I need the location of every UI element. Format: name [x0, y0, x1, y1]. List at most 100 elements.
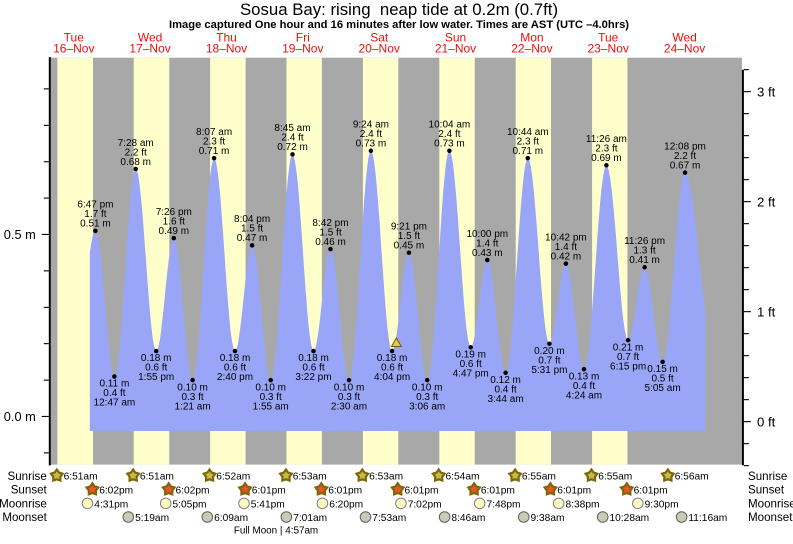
svg-text:6:20pm: 6:20pm: [329, 499, 363, 510]
svg-text:0.13 m: 0.13 m: [569, 371, 600, 382]
svg-text:0.6 ft: 0.6 ft: [460, 359, 482, 370]
svg-text:4:31pm: 4:31pm: [94, 499, 128, 510]
svg-text:1.6 ft: 1.6 ft: [163, 216, 185, 227]
svg-text:1 ft: 1 ft: [757, 304, 776, 319]
svg-text:6:55am: 6:55am: [598, 472, 632, 483]
svg-text:0.5 m: 0.5 m: [4, 227, 36, 242]
svg-text:23–Nov: 23–Nov: [588, 42, 629, 56]
svg-text:6:01pm: 6:01pm: [252, 485, 286, 496]
svg-text:Tue: Tue: [64, 30, 85, 44]
svg-text:4:47 pm: 4:47 pm: [453, 369, 489, 380]
svg-text:2.4 ft: 2.4 ft: [438, 129, 460, 140]
svg-text:6:02pm: 6:02pm: [99, 485, 133, 496]
svg-text:6:01pm: 6:01pm: [481, 485, 515, 496]
svg-text:0.69 m: 0.69 m: [591, 153, 622, 164]
svg-text:6:52am: 6:52am: [216, 472, 250, 483]
svg-text:5:05 am: 5:05 am: [645, 383, 681, 394]
svg-text:0.49 m: 0.49 m: [159, 226, 190, 237]
svg-text:7:48pm: 7:48pm: [487, 499, 521, 510]
svg-text:11:26 am: 11:26 am: [586, 134, 627, 145]
svg-text:0.12 m: 0.12 m: [490, 375, 521, 386]
svg-text:0.7 ft: 0.7 ft: [617, 352, 639, 363]
svg-text:1.4 ft: 1.4 ft: [476, 238, 498, 249]
svg-text:7:28 am: 7:28 am: [118, 138, 154, 149]
svg-text:2.2 ft: 2.2 ft: [674, 151, 696, 162]
svg-text:24–Nov: 24–Nov: [664, 42, 705, 56]
svg-text:6:47 pm: 6:47 pm: [77, 200, 113, 211]
svg-text:0.72 m: 0.72 m: [277, 142, 308, 153]
svg-text:Wed: Wed: [672, 30, 696, 44]
svg-text:0.20 m: 0.20 m: [534, 346, 565, 357]
svg-text:2.3 ft: 2.3 ft: [203, 136, 225, 147]
svg-text:1:21 am: 1:21 am: [175, 401, 211, 412]
svg-text:7:01am: 7:01am: [293, 513, 327, 524]
svg-text:3 ft: 3 ft: [757, 84, 776, 99]
svg-text:0.18 m: 0.18 m: [220, 353, 251, 364]
svg-text:0.6 ft: 0.6 ft: [224, 363, 246, 374]
svg-text:6:15 pm: 6:15 pm: [610, 361, 646, 372]
svg-text:0.11 m: 0.11 m: [99, 379, 129, 390]
svg-text:0.6 ft: 0.6 ft: [381, 363, 403, 374]
svg-text:0.51 m: 0.51 m: [80, 219, 111, 230]
svg-text:10:44 am: 10:44 am: [507, 127, 549, 138]
svg-text:16–Nov: 16–Nov: [53, 42, 94, 56]
svg-text:Sunrise: Sunrise: [748, 470, 787, 483]
svg-text:Full Moon | 4:57am: Full Moon | 4:57am: [234, 525, 318, 536]
svg-text:1.5 ft: 1.5 ft: [398, 231, 420, 242]
svg-text:12:08 pm: 12:08 pm: [664, 141, 706, 152]
svg-text:6:53am: 6:53am: [369, 472, 403, 483]
svg-text:5:19am: 5:19am: [135, 513, 169, 524]
svg-text:19–Nov: 19–Nov: [282, 42, 323, 56]
svg-text:Sat: Sat: [370, 30, 389, 44]
svg-text:0.10 m: 0.10 m: [412, 382, 443, 393]
svg-text:8:04 pm: 8:04 pm: [234, 214, 270, 225]
svg-text:2:40 pm: 2:40 pm: [217, 372, 253, 383]
svg-text:Fri: Fri: [296, 30, 310, 44]
svg-text:2.3 ft: 2.3 ft: [517, 136, 539, 147]
svg-text:0.10 m: 0.10 m: [177, 382, 208, 393]
svg-text:1.4 ft: 1.4 ft: [555, 242, 577, 253]
svg-text:Sun: Sun: [445, 30, 466, 44]
svg-text:0.3 ft: 0.3 ft: [416, 392, 438, 403]
svg-text:9:24 am: 9:24 am: [353, 120, 389, 131]
svg-text:2.3 ft: 2.3 ft: [595, 144, 617, 155]
svg-text:0.4 ft: 0.4 ft: [494, 385, 516, 396]
svg-text:0.47 m: 0.47 m: [237, 233, 268, 244]
svg-text:6:54am: 6:54am: [446, 472, 480, 483]
svg-text:Thu: Thu: [216, 30, 237, 44]
svg-text:21–Nov: 21–Nov: [435, 42, 476, 56]
svg-text:5:31 pm: 5:31 pm: [531, 365, 567, 376]
svg-text:Moonrise: Moonrise: [748, 498, 793, 511]
svg-text:4:24 am: 4:24 am: [566, 390, 602, 401]
svg-text:Mon: Mon: [520, 30, 543, 44]
svg-text:22–Nov: 22–Nov: [511, 42, 552, 56]
svg-text:8:46am: 8:46am: [451, 513, 485, 524]
svg-text:0.43 m: 0.43 m: [472, 248, 503, 259]
svg-text:5:41pm: 5:41pm: [251, 499, 285, 510]
svg-text:0.4 ft: 0.4 ft: [573, 381, 595, 392]
svg-text:9:21 pm: 9:21 pm: [391, 222, 427, 233]
svg-text:2.2 ft: 2.2 ft: [125, 147, 147, 158]
svg-text:6:09am: 6:09am: [214, 513, 248, 524]
svg-text:Sunset: Sunset: [11, 484, 48, 497]
svg-text:0.3 ft: 0.3 ft: [260, 392, 282, 403]
svg-text:20–Nov: 20–Nov: [359, 42, 400, 56]
svg-text:1:55 am: 1:55 am: [253, 401, 289, 412]
svg-text:0.18 m: 0.18 m: [298, 353, 329, 364]
svg-text:0.19 m: 0.19 m: [455, 350, 486, 361]
svg-text:2 ft: 2 ft: [757, 194, 776, 209]
svg-text:7:02pm: 7:02pm: [408, 499, 442, 510]
svg-text:6:55am: 6:55am: [522, 472, 556, 483]
svg-text:0.0 m: 0.0 m: [4, 409, 36, 424]
svg-text:0.45 m: 0.45 m: [394, 241, 425, 252]
svg-text:0.4 ft: 0.4 ft: [103, 388, 125, 399]
svg-text:2:30 am: 2:30 am: [331, 401, 367, 412]
svg-text:0.71 m: 0.71 m: [513, 146, 544, 157]
svg-text:10:04 am: 10:04 am: [429, 120, 471, 131]
svg-text:18–Nov: 18–Nov: [206, 42, 247, 56]
svg-text:10:42 pm: 10:42 pm: [545, 232, 587, 243]
svg-text:Wed: Wed: [138, 30, 162, 44]
svg-text:0.73 m: 0.73 m: [434, 139, 465, 150]
svg-text:Sunset: Sunset: [748, 484, 785, 497]
svg-text:Moonset: Moonset: [2, 511, 47, 524]
